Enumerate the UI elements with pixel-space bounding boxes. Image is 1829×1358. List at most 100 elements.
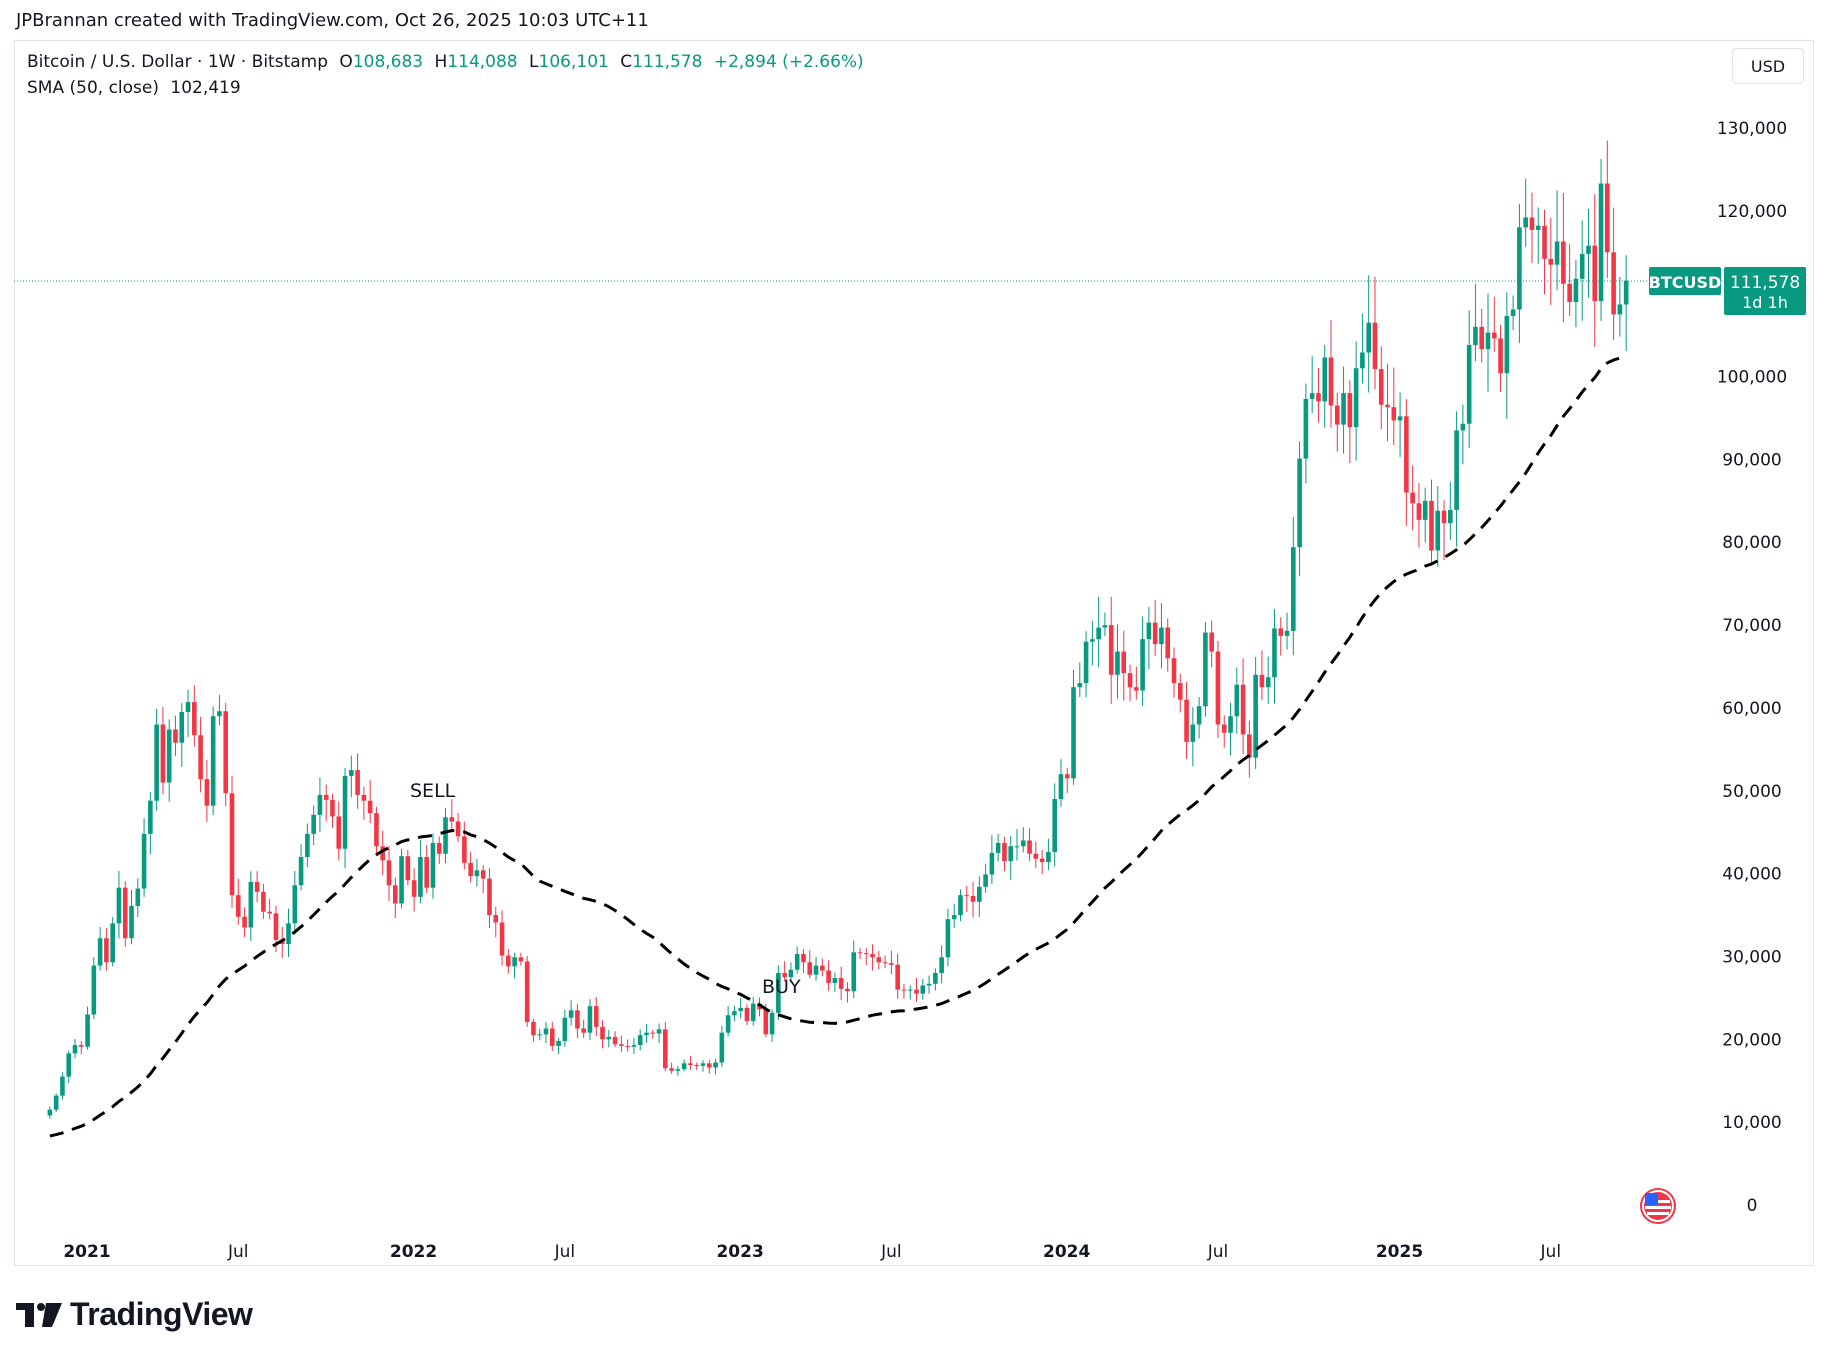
candle-down — [669, 1068, 674, 1071]
candle-up — [926, 983, 932, 986]
candle-up — [606, 1036, 612, 1040]
candle-down — [1127, 673, 1133, 688]
candle-up — [179, 712, 185, 743]
candle-down — [1215, 651, 1221, 725]
candle-up — [738, 1007, 743, 1012]
candle-down — [882, 962, 888, 964]
candle-down — [1611, 252, 1616, 315]
candle-up — [1448, 509, 1453, 524]
candle-up — [418, 857, 423, 897]
us-flag-icon[interactable] — [1640, 1188, 1676, 1224]
ticker-tag-label: BTCUSD — [1649, 273, 1722, 292]
candle-down — [801, 953, 806, 963]
candle-up — [556, 1040, 561, 1046]
candle-down — [506, 955, 511, 967]
candle-up — [317, 794, 323, 815]
candle-down — [1121, 651, 1127, 674]
chart-frame[interactable] — [14, 40, 1814, 1266]
candle-down — [1328, 357, 1334, 406]
candle-down — [198, 735, 203, 780]
x-tick-label: Jul — [1540, 1242, 1562, 1262]
candle-down — [1165, 627, 1171, 659]
candle-down — [254, 881, 260, 892]
candle-down — [204, 779, 210, 806]
candle-down — [1278, 628, 1284, 636]
candle-down — [493, 915, 499, 923]
sma-50-line — [49, 354, 1627, 1138]
candle-down — [449, 817, 455, 822]
candle-up — [1535, 225, 1541, 230]
candle-up — [851, 952, 857, 992]
candle-up — [430, 842, 436, 888]
candle-down — [122, 887, 128, 939]
candle-up — [1096, 627, 1101, 640]
candle-down — [845, 988, 850, 992]
y-tick-label: 60,000 — [1722, 699, 1781, 719]
candle-down — [688, 1063, 693, 1065]
candle-up — [732, 1011, 737, 1016]
candle-up — [1190, 724, 1196, 742]
candle-up — [1435, 510, 1441, 551]
candle-down — [1548, 258, 1554, 265]
candle-up — [286, 923, 291, 945]
candle-down — [619, 1044, 624, 1046]
candle-up — [832, 978, 838, 983]
candle-up — [1397, 416, 1403, 421]
candle-down — [487, 878, 492, 916]
y-tick-label: 20,000 — [1722, 1030, 1781, 1050]
candle-up — [72, 1045, 78, 1054]
open-value: O108,683 — [339, 52, 424, 72]
candle-up — [129, 905, 134, 939]
symbol-legend[interactable]: Bitcoin / U.S. Dollar · 1W · Bitstamp O1… — [27, 52, 870, 72]
candle-down — [1240, 684, 1246, 735]
candle-up — [512, 957, 517, 967]
candle-down — [820, 965, 825, 971]
y-axis[interactable]: 0 10,000 20,000 30,000 40,000 50,000 60,000 70,… — [1717, 119, 1787, 1216]
x-tick-label: Jul — [227, 1242, 249, 1262]
candle-up — [1454, 430, 1459, 510]
candle-down — [1429, 500, 1434, 551]
candle-up — [788, 969, 794, 978]
tradingview-logo[interactable]: TradingView — [16, 1296, 253, 1333]
x-axis[interactable]: 2021 Jul 2022 Jul 2023 Jul 2024 Jul 2025 Jul — [63, 1242, 1561, 1262]
candle-up — [66, 1053, 72, 1077]
sma-legend[interactable]: SMA (50, close) 102,419 — [27, 78, 247, 98]
candle-up — [939, 957, 944, 974]
candle-up — [248, 881, 254, 928]
candle-up — [1360, 352, 1365, 369]
candle-up — [141, 833, 147, 889]
candle-down — [1592, 245, 1598, 302]
currency-button[interactable]: USD — [1732, 48, 1804, 84]
x-tick-label: Jul — [554, 1242, 576, 1262]
x-tick-label: 2024 — [1043, 1242, 1090, 1262]
candle-down — [468, 862, 473, 877]
candle-up — [166, 729, 172, 783]
candle-down — [405, 856, 411, 881]
candle-up — [1366, 322, 1371, 353]
candle-down — [480, 870, 486, 879]
candle-down — [518, 957, 524, 962]
candle-up — [933, 973, 938, 984]
candle-down — [267, 911, 272, 914]
candle-down — [1567, 283, 1572, 302]
candle-up — [185, 702, 191, 713]
candle-up — [91, 965, 97, 1015]
price-label-box — [1724, 267, 1806, 315]
candle-down — [380, 846, 386, 861]
candle-up — [53, 1095, 59, 1110]
y-tick-label: 80,000 — [1722, 533, 1781, 553]
candle-up — [349, 770, 354, 776]
candle-up — [1460, 423, 1466, 431]
candle-up — [1473, 326, 1478, 346]
sma-value: 102,419 — [170, 78, 241, 98]
candle-down — [386, 860, 392, 886]
candle-down — [336, 816, 342, 849]
candle-up — [292, 885, 298, 924]
candle-up — [725, 1015, 731, 1033]
candle-up — [920, 985, 926, 994]
price-tag[interactable]: BTCUSD 111,578 1d 1h — [1649, 267, 1806, 315]
candle-up — [1090, 639, 1095, 642]
candle-up — [1102, 625, 1108, 628]
candle-down — [361, 794, 367, 801]
